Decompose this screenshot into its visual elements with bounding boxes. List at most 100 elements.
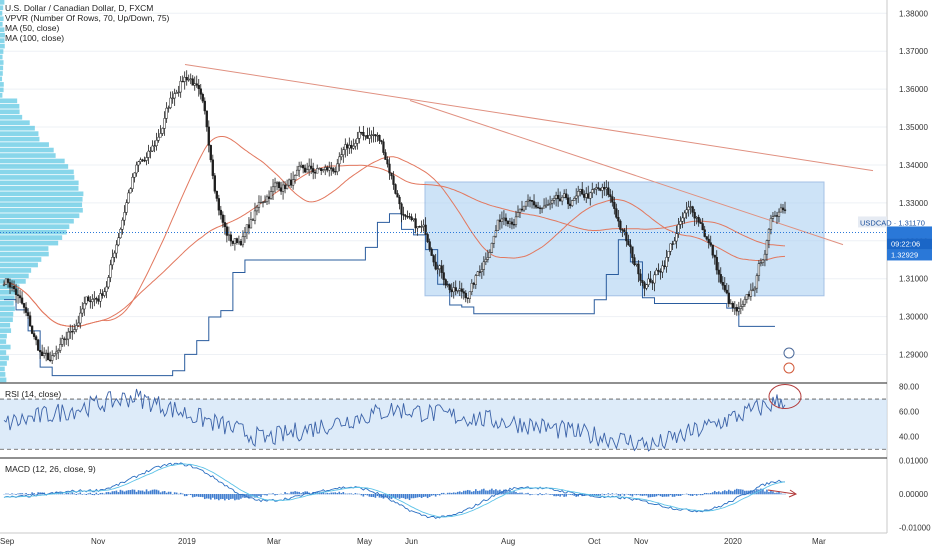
macd-histogram-bar	[143, 491, 146, 495]
candle-body	[127, 192, 130, 203]
candle-body	[587, 193, 590, 199]
macd-histogram-bar	[75, 494, 78, 495]
macd-histogram-bar	[276, 494, 278, 495]
macd-histogram-bar	[163, 490, 166, 495]
candle-body	[376, 135, 379, 137]
candle-body	[721, 282, 724, 286]
macd-histogram-bar	[553, 494, 555, 497]
candle-body	[143, 160, 146, 162]
candle-body	[430, 248, 433, 256]
symbol-title[interactable]: U.S. Dollar / Canadian Dollar, D, FXCM	[5, 3, 154, 13]
macd-histogram-bar	[67, 492, 70, 495]
macd-histogram-bar	[723, 490, 726, 495]
candle-body	[107, 277, 110, 288]
macd-histogram-bar	[119, 489, 122, 495]
candle-body	[181, 80, 184, 83]
vpvr-bar	[0, 268, 32, 273]
macd-histogram-bar	[557, 494, 559, 496]
candle-body	[510, 221, 514, 225]
candle-body	[526, 199, 530, 202]
rsi-label[interactable]: RSI (14, close)	[5, 389, 62, 399]
candle-body	[348, 144, 351, 149]
candle-body	[30, 325, 34, 334]
macd-histogram-bar	[228, 494, 230, 500]
indicator-vpvr[interactable]: VPVR (Number Of Rows, 70, Up/Down, 75)	[5, 13, 170, 23]
candle-body	[199, 88, 202, 95]
macd-histogram-bar	[17, 493, 19, 495]
macd-histogram-bar	[37, 492, 39, 495]
candle-body	[416, 226, 419, 229]
macd-histogram-bar	[87, 493, 90, 495]
candle-body	[149, 150, 152, 153]
macd-histogram-bar	[264, 494, 266, 496]
candle-body	[775, 215, 779, 217]
macd-histogram-bar	[376, 494, 379, 497]
candle-body	[155, 140, 158, 146]
macd-histogram-bar	[268, 493, 270, 495]
countdown-label: 09:22:06	[891, 239, 920, 248]
candle-body	[273, 182, 277, 188]
candle-body	[215, 190, 218, 199]
candle-body	[89, 300, 92, 303]
macd-histogram-bar	[324, 493, 327, 495]
candle-body	[59, 344, 62, 351]
macd-histogram-bar	[655, 494, 658, 497]
macd-histogram-bar	[410, 494, 413, 499]
candle-body	[6, 278, 10, 283]
candle-body	[444, 279, 447, 286]
indicator-ma100[interactable]: MA (100, close)	[5, 33, 65, 43]
candle-body	[12, 286, 16, 290]
macd-histogram-bar	[565, 494, 567, 497]
candle-body	[171, 97, 174, 100]
candle-body	[422, 224, 425, 227]
candle-body	[414, 218, 417, 229]
candle-body	[283, 184, 287, 189]
candle-body	[366, 135, 369, 139]
macd-histogram-bar	[402, 494, 405, 499]
candle-body	[211, 159, 214, 176]
vpvr-bar	[0, 21, 3, 27]
candle-body	[462, 291, 465, 294]
candle-body	[73, 329, 76, 333]
candle-body	[577, 191, 580, 197]
candle-body	[611, 196, 614, 203]
candle-body	[741, 304, 744, 307]
candle-body	[653, 274, 656, 284]
candle-body	[472, 282, 475, 285]
macd-histogram-bar	[416, 494, 419, 498]
vpvr-bar	[0, 306, 15, 312]
macd-label[interactable]: MACD (12, 26, close, 9)	[5, 464, 96, 474]
candle-body	[267, 196, 271, 199]
candle-body	[32, 333, 36, 337]
macd-histogram-bar	[774, 492, 776, 495]
macd-histogram-bar	[766, 489, 768, 495]
candle-body	[456, 290, 459, 292]
macd-histogram-bar	[212, 494, 214, 498]
candle-body	[552, 198, 556, 201]
vpvr-bar	[0, 240, 59, 246]
vpvr-bar	[0, 10, 3, 16]
macd-histogram-bar	[370, 494, 373, 497]
macd-histogram-bar	[236, 494, 238, 500]
candle-body	[599, 188, 602, 191]
macd-histogram-bar	[621, 493, 624, 495]
macd-histogram-bar	[635, 494, 638, 496]
candle-body	[707, 238, 710, 243]
indicator-ma50[interactable]: MA (50, close)	[5, 23, 60, 33]
candle-body	[308, 165, 311, 171]
candle-body	[583, 193, 586, 198]
vpvr-bar	[0, 169, 74, 175]
macd-histogram-bar	[485, 490, 487, 495]
macd-histogram-bar	[141, 490, 144, 495]
candle-body	[28, 315, 32, 327]
candle-body	[733, 307, 736, 309]
macd-arrow	[767, 489, 796, 495]
candle-body	[655, 269, 658, 276]
candle-body	[522, 205, 526, 211]
candle-body	[617, 217, 620, 222]
macd-histogram-bar	[224, 494, 226, 501]
macd-histogram-bar	[475, 489, 477, 495]
time-tick-label: Sep	[0, 537, 15, 546]
candle-body	[65, 338, 68, 341]
